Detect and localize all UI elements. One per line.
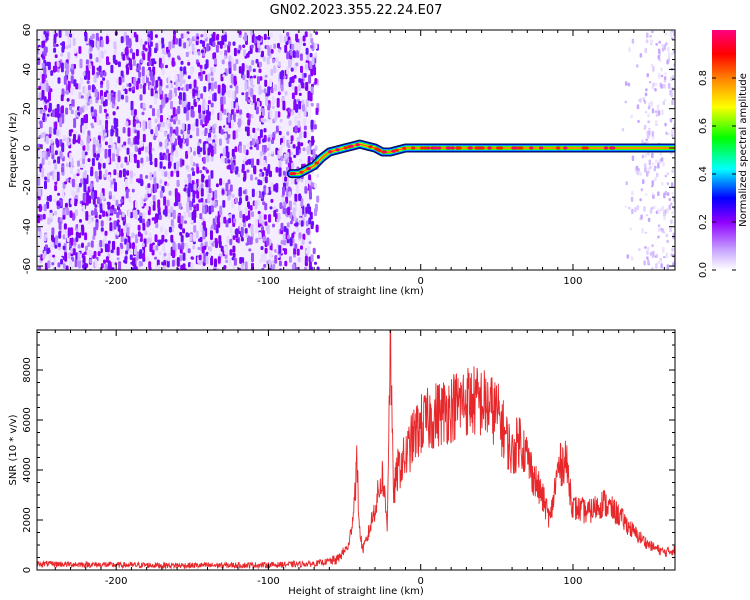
colorbar-tick-label: 0.2 bbox=[698, 214, 709, 230]
snr-x-tick-label: 0 bbox=[418, 576, 424, 587]
colorbar-gradient bbox=[712, 30, 736, 270]
colorbar-tick-label: 0.0 bbox=[698, 262, 709, 278]
snr-x-tick-label: -100 bbox=[257, 576, 280, 587]
snr-x-tick-label: 100 bbox=[563, 576, 582, 587]
spectrogram-y-tick-label: 0 bbox=[22, 145, 33, 151]
colorbar-label: Normalized spectral amplitude bbox=[738, 73, 749, 227]
colorbar-tick-label: 0.8 bbox=[698, 70, 709, 86]
snr-y-label: SNR (10 * v/v) bbox=[8, 414, 19, 485]
snr-y-tick-label: 2000 bbox=[22, 507, 33, 532]
snr-x-tick-label: -200 bbox=[105, 576, 128, 587]
snr-plot bbox=[37, 330, 675, 570]
spectrogram-y-tick-label: -20 bbox=[22, 179, 33, 195]
spectrogram-x-tick-label: -200 bbox=[105, 276, 128, 287]
colorbar-tick-label: 0.6 bbox=[698, 118, 709, 134]
spectrogram-y-tick-label: -60 bbox=[22, 258, 33, 274]
spectrogram-x-tick-label: 0 bbox=[418, 276, 424, 287]
figure-title: GN02.2023.355.22.24.E07 bbox=[270, 3, 443, 18]
spectrogram-y-tick-label: -40 bbox=[22, 219, 33, 235]
snr-y-tick-label: 6000 bbox=[22, 407, 33, 432]
spectrogram-y-label: Frequency (Hz) bbox=[8, 112, 19, 188]
snr-y-tick-label: 0 bbox=[22, 567, 33, 573]
colorbar-ticks: 0.0 0.2 0.4 0.6 0.8 bbox=[698, 70, 736, 278]
snr-frame bbox=[36, 329, 676, 571]
spectrogram-x-label: Height of straight line (km) bbox=[288, 286, 424, 297]
spectrogram-y-tick-label: 40 bbox=[22, 63, 33, 76]
spectrogram-x-tick-label: -100 bbox=[257, 276, 280, 287]
snr-y-tick-label: 4000 bbox=[22, 457, 33, 482]
snr-x-label: Height of straight line (km) bbox=[288, 586, 424, 597]
snr-y-tick-label: 8000 bbox=[22, 357, 33, 382]
signal-track bbox=[286, 139, 675, 179]
spectrogram-x-tick-label: 100 bbox=[563, 276, 582, 287]
spectrogram-image bbox=[37, 30, 675, 270]
colorbar-tick-label: 0.4 bbox=[698, 166, 709, 182]
spectrogram-y-tick-label: 60 bbox=[22, 24, 33, 37]
colorbar: 0.0 0.2 0.4 0.6 0.8 Normalized spectral ampl… bbox=[698, 30, 749, 278]
spectrogram-y-tick-label: 20 bbox=[22, 102, 33, 115]
spectrogram-frame bbox=[36, 29, 676, 271]
snr-series-line bbox=[37, 330, 675, 570]
noise-field bbox=[37, 30, 675, 270]
